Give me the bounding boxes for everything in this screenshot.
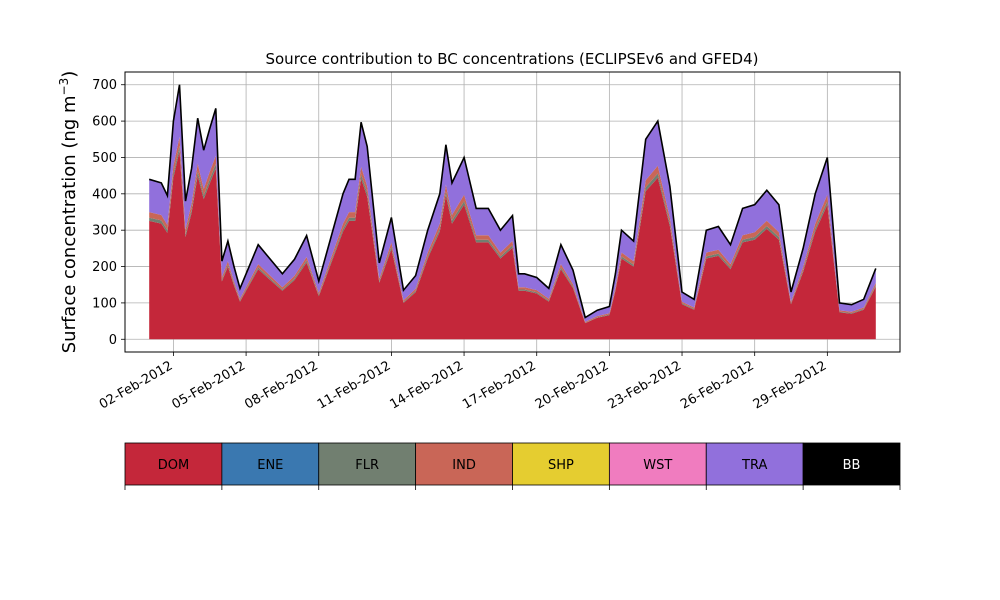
legend-swatch-ind [415,442,513,486]
x-tick-label: 02-Feb-2012 [97,358,176,412]
y-axis: 0 100 200 300 400 500 600 700 [92,78,125,348]
legend-swatch-dom [124,442,223,486]
y-axis-label: Surface concentration (ng m−3) [57,71,80,354]
legend-swatch-wst [608,442,707,486]
legend-swatch-flr [318,442,417,486]
y-tick-label: 700 [92,78,117,93]
x-tick-label: 11-Feb-2012 [315,358,394,412]
y-tick-label: 500 [92,151,117,166]
x-axis: 02-Feb-201205-Feb-201208-Feb-201211-Feb-… [97,352,829,412]
x-tick-label: 14-Feb-2012 [388,358,467,412]
y-tick-label: 400 [92,187,117,202]
legend-swatch-ene [221,442,320,486]
x-tick-label: 08-Feb-2012 [242,358,321,412]
stacked-areas [149,84,876,340]
plot-area: 0 100 200 300 400 500 600 700 02-Feb-201205-Feb… [92,71,901,412]
legend-label-tra: TRA [741,458,767,473]
plot-frame [124,71,901,353]
y-tick-label: 0 [109,333,117,348]
legend-label-flr: FLR [355,458,379,473]
series-line-bb [148,84,877,319]
x-tick-label: 26-Feb-2012 [678,358,757,412]
legend-label-bb: BB [843,458,861,473]
legend-label-ene: ENE [257,458,283,473]
legend-label-ind: IND [452,458,476,473]
legend-label-shp: SHP [548,458,574,473]
legend: DOM ENE FLR IND SHP WST TRA BB [124,442,901,490]
legend-swatch-shp [512,442,610,486]
chart-title: Source contribution to BC concentrations… [265,50,758,68]
legend-label-dom: DOM [158,458,189,473]
x-tick-label: 17-Feb-2012 [460,358,539,412]
y-tick-label: 100 [92,296,117,311]
x-tick-label: 23-Feb-2012 [605,358,684,412]
y-axis-label-text: Surface concentration (ng m [59,95,80,353]
x-tick-label: 05-Feb-2012 [170,358,249,412]
y-tick-label: 600 [92,115,117,130]
y-axis-label-close: ) [59,71,80,78]
legend-label-wst: WST [643,458,672,473]
x-tick-label: 20-Feb-2012 [533,358,612,412]
y-axis-label-exponent: −3 [57,78,71,96]
legend-swatch-bb [802,442,901,486]
x-tick-label: 29-Feb-2012 [751,358,830,412]
y-tick-label: 300 [92,224,117,239]
y-tick-label: 200 [92,260,117,275]
area-dom [149,150,876,340]
